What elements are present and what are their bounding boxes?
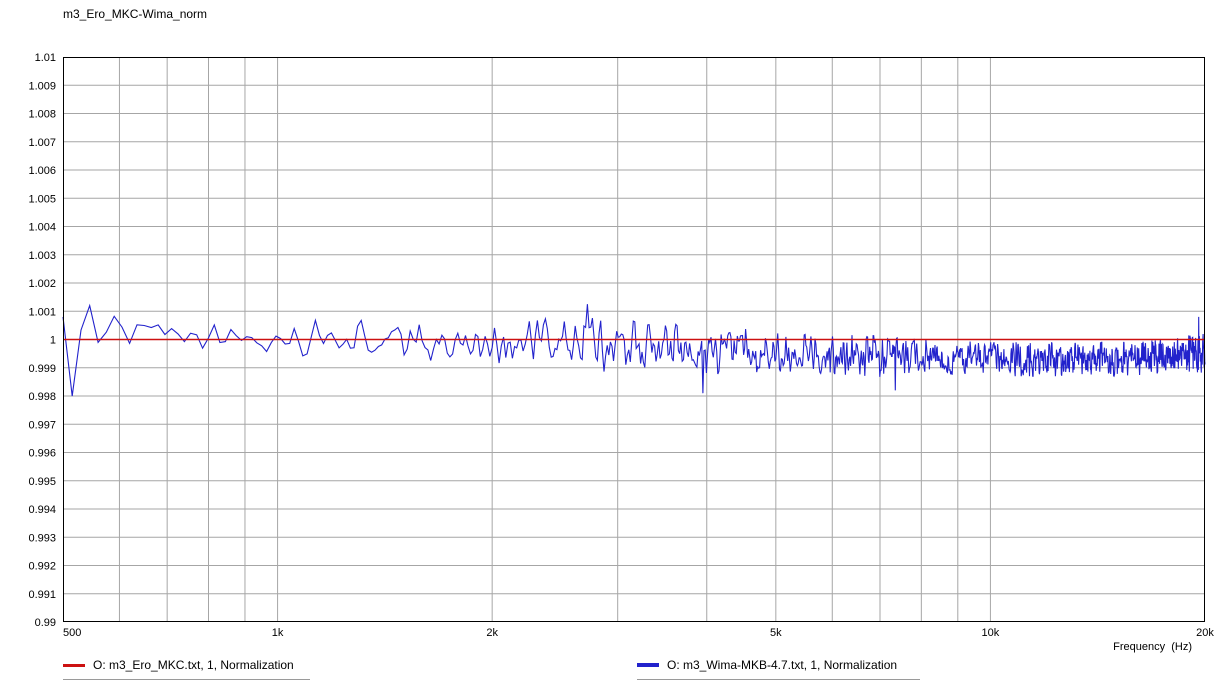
- y-tick-label: 0.993: [28, 532, 56, 544]
- y-tick-label: 1.001: [28, 306, 56, 318]
- y-tick-label: 1.008: [28, 109, 56, 121]
- y-tick-label: 0.991: [28, 589, 56, 601]
- y-tick-label: 0.995: [28, 476, 56, 488]
- y-tick-label: 1.005: [28, 193, 56, 205]
- x-tick-label: 5k: [770, 627, 782, 639]
- x-tick-label: 1k: [272, 627, 284, 639]
- legend-label-wima-mkb: O: m3_Wima-MKB-4.7.txt, 1, Normalization: [667, 658, 898, 672]
- y-tick-label: 1.006: [28, 165, 56, 177]
- y-tick-label: 0.994: [28, 504, 56, 516]
- y-tick-label: 0.992: [28, 561, 56, 573]
- legend-entry-wima-mkb: O: m3_Wima-MKB-4.7.txt, 1, Normalization: [637, 658, 920, 680]
- y-tick-label: 0.997: [28, 419, 56, 431]
- x-tick-label: 20k: [1196, 627, 1214, 639]
- y-tick-label: 1.009: [28, 80, 56, 92]
- x-tick-label: 500: [63, 627, 81, 639]
- x-tick-label: 10k: [982, 627, 1000, 639]
- y-tick-label: 1.01: [35, 52, 56, 64]
- legend-swatch-0: [63, 663, 85, 667]
- y-tick-label: 1.002: [28, 278, 56, 290]
- legend-swatch-1: [637, 663, 659, 667]
- y-tick-label: 0.996: [28, 448, 56, 460]
- legend-entry-ero-mkc: O: m3_Ero_MKC.txt, 1, Normalization: [63, 658, 310, 680]
- x-axis-label: Frequency (Hz): [1113, 641, 1192, 653]
- x-tick-label: 2k: [486, 627, 498, 639]
- y-tick-label: 0.99: [35, 617, 56, 629]
- y-tick-label: 1.004: [28, 222, 56, 234]
- plot-border: [63, 57, 1205, 622]
- y-tick-label: 0.998: [28, 391, 56, 403]
- y-tick-label: 1.003: [28, 250, 56, 262]
- chart-title: m3_Ero_MKC-Wima_norm: [63, 7, 208, 21]
- series-wima-trace: [62, 303, 1206, 397]
- y-tick-label: 1: [50, 335, 56, 347]
- y-tick-label: 1.007: [28, 137, 56, 149]
- legend-label-ero-mkc: O: m3_Ero_MKC.txt, 1, Normalization: [93, 658, 294, 672]
- y-tick-label: 0.999: [28, 363, 56, 375]
